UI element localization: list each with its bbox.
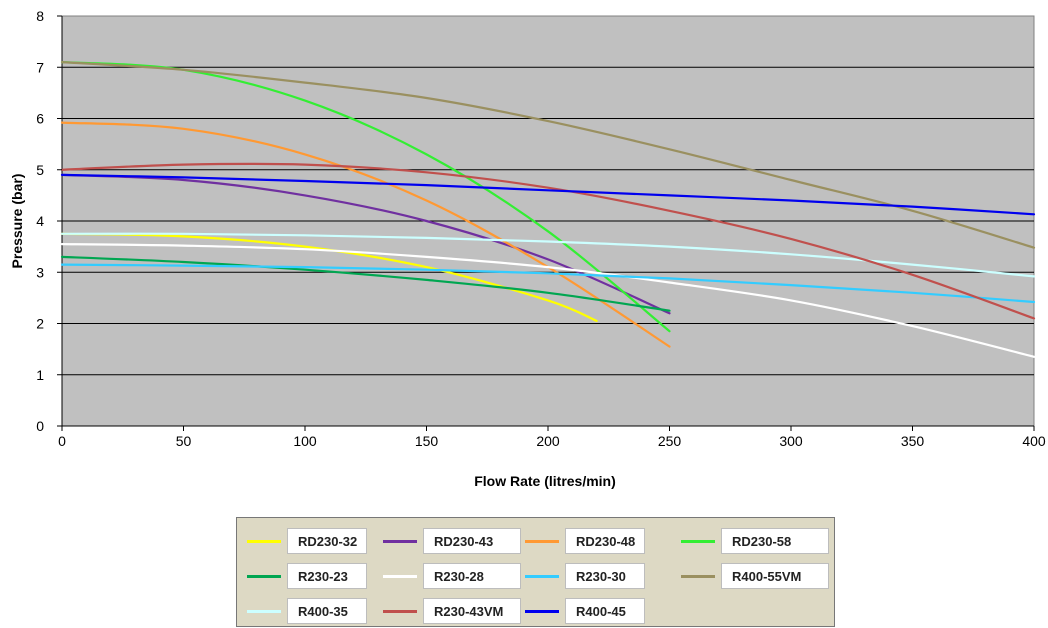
- legend-swatch: [681, 540, 715, 543]
- y-tick-label: 4: [36, 213, 44, 229]
- x-tick-label: 50: [176, 433, 192, 449]
- y-tick-label: 5: [36, 162, 44, 178]
- legend-label: RD230-32: [287, 528, 367, 554]
- series-line-r400-35: [60, 232, 1036, 278]
- x-tick-label: 100: [293, 433, 317, 449]
- series-line-rd230-43: [60, 173, 671, 315]
- x-tick-label: 0: [58, 433, 66, 449]
- series-lines: [60, 61, 1036, 358]
- series-line-r230-28: [60, 243, 1036, 358]
- series-line-r230-30: [60, 263, 1036, 304]
- x-tick-label: 400: [1022, 433, 1046, 449]
- legend-swatch: [247, 540, 281, 543]
- series-line-r400-45: [60, 173, 1036, 216]
- legend-label: RD230-58: [721, 528, 829, 554]
- y-tick-label: 2: [36, 316, 44, 332]
- legend-label: R400-45: [565, 598, 645, 624]
- series-line-r400-55vm: [60, 61, 1036, 249]
- x-tick-label: 350: [901, 433, 925, 449]
- y-tick-label: 8: [36, 8, 44, 24]
- legend-swatch: [525, 575, 559, 578]
- legend-label: R230-23: [287, 563, 367, 589]
- legend-label: RD230-43: [423, 528, 521, 554]
- x-axis-title: Flow Rate (litres/min): [474, 473, 616, 489]
- y-tick-label: 3: [36, 264, 44, 280]
- x-tick-label: 150: [415, 433, 439, 449]
- legend-label: R400-35: [287, 598, 367, 624]
- chart-legend: RD230-32 RD230-43 RD230-48 RD230-58 R230-23 R…: [236, 517, 835, 627]
- legend-swatch: [383, 610, 417, 613]
- legend-swatch: [681, 575, 715, 578]
- series-line-rd230-48: [60, 121, 671, 348]
- x-tick-label: 250: [658, 433, 682, 449]
- legend-label: RD230-48: [565, 528, 645, 554]
- legend-label: R230-30: [565, 563, 645, 589]
- x-tick-label: 200: [536, 433, 560, 449]
- y-tick-label: 0: [36, 418, 44, 434]
- legend-label: R230-43VM: [423, 598, 521, 624]
- series-line-r230-23: [60, 255, 671, 312]
- x-tick-label: 300: [779, 433, 803, 449]
- legend-label: R230-28: [423, 563, 521, 589]
- legend-swatch: [383, 540, 417, 543]
- y-tick-label: 7: [36, 59, 44, 75]
- legend-label: R400-55VM: [721, 563, 829, 589]
- y-tick-label: 1: [36, 367, 44, 383]
- legend-swatch: [525, 610, 559, 613]
- pump-curve-chart: 0 50 100 150 200 250 300 350 400 0 1 2 3 4 5 6 7 8 Flow …: [9, 8, 1046, 489]
- series-line-r230-43vm: [60, 162, 1036, 320]
- x-axis-ticks: 0 50 100 150 200 250 300 350 400: [58, 426, 1046, 449]
- legend-swatch: [383, 575, 417, 578]
- legend-swatch: [247, 575, 281, 578]
- y-tick-label: 6: [36, 111, 44, 127]
- legend-swatch: [247, 610, 281, 613]
- y-axis-ticks: 0 1 2 3 4 5 6 7 8: [36, 8, 62, 434]
- y-axis-title: Pressure (bar): [9, 174, 25, 269]
- legend-swatch: [525, 540, 559, 543]
